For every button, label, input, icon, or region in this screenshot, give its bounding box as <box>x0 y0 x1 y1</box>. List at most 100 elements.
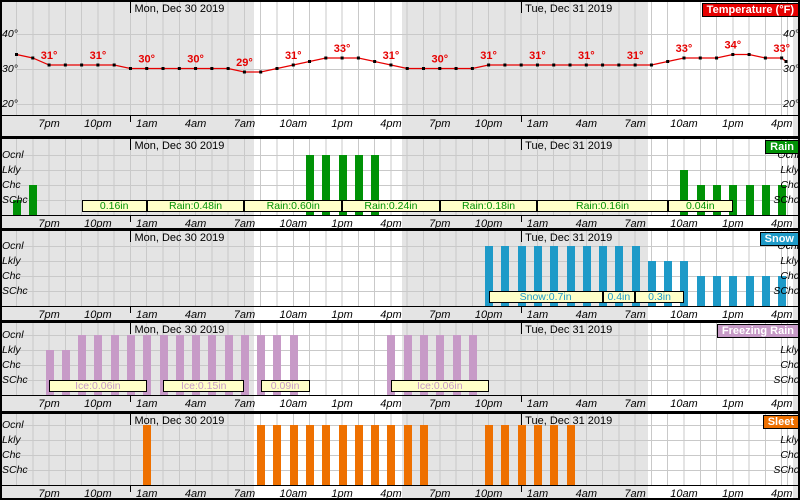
temp-point-label: 31° <box>627 50 644 62</box>
temp-point-marker <box>503 63 507 67</box>
amount-box: 0.16in <box>81 200 147 212</box>
category-label-right: SChc <box>773 374 799 386</box>
snow-bar <box>729 276 738 306</box>
temp-point-marker <box>487 63 491 67</box>
snow-bar <box>696 276 705 306</box>
level-gridline <box>16 68 787 70</box>
night-shading <box>793 414 800 498</box>
temp-point-label: 31° <box>383 50 400 62</box>
category-label-left: Lkly <box>2 344 21 356</box>
amount-box: Ice:0.06in <box>390 380 489 392</box>
temp-point-marker <box>145 67 149 70</box>
time-tick-label: 7pm <box>38 309 60 321</box>
temp-point-marker <box>535 63 539 67</box>
amount-box: 0.04in <box>667 200 733 212</box>
time-tick-label: 4am <box>184 398 207 410</box>
category-label-right: SChc <box>773 464 799 476</box>
category-label-left: SChc <box>2 464 28 476</box>
temp-point-marker <box>649 63 653 67</box>
category-label-right: Chc <box>780 179 799 191</box>
time-tick-label: 10am <box>279 118 308 130</box>
panel-title: Sleet <box>762 415 799 429</box>
amount-box: 0.4in <box>602 291 636 303</box>
category-label-left: Lkly <box>2 255 21 267</box>
time-tick-label: 10am <box>670 218 698 230</box>
rain-bar <box>338 155 347 215</box>
midnight-tick-axis <box>130 307 132 313</box>
snow-bar <box>761 276 770 306</box>
temp-point-marker <box>259 70 263 74</box>
panel-title: Freezing Rain <box>716 324 799 338</box>
temp-point-marker <box>682 56 686 60</box>
rain-bar <box>745 185 754 215</box>
sleet-bar <box>322 425 331 485</box>
freezing-rain-bar <box>175 335 184 395</box>
time-tick-label: 1pm <box>722 398 744 410</box>
snow-bar <box>501 246 510 306</box>
level-gridline <box>16 470 787 471</box>
temp-point-marker <box>454 67 458 70</box>
time-tick-label: 1am <box>526 398 549 410</box>
snow-bar <box>533 246 542 306</box>
sleet-bar <box>387 425 396 485</box>
category-label-left: Ocnl <box>2 419 24 431</box>
temp-point-marker <box>438 67 442 70</box>
axis-baseline <box>0 115 800 116</box>
category-label-left: Ocnl <box>2 149 24 161</box>
freezing-rain-bar <box>94 335 103 395</box>
time-tick-label: 10am <box>670 118 698 130</box>
time-tick-label: 7pm <box>429 218 451 230</box>
temp-point-marker <box>275 67 279 70</box>
temp-point-label: 33° <box>773 43 790 55</box>
sleet-bar <box>289 425 298 485</box>
temp-point-marker <box>633 63 637 67</box>
axis-baseline <box>0 395 800 396</box>
time-tick-label: 4pm <box>380 218 402 230</box>
sleet-bar <box>517 425 526 485</box>
time-tick-label: 10pm <box>474 309 503 321</box>
level-gridline <box>16 155 787 156</box>
time-tick-label: 4pm <box>380 118 402 130</box>
level-gridline <box>16 335 787 336</box>
category-label-left: Lkly <box>2 434 21 446</box>
temp-point-marker <box>470 67 474 70</box>
rain-bar <box>322 155 331 215</box>
time-tick-label: 7am <box>233 218 256 230</box>
time-tick-label: 1am <box>136 118 158 130</box>
axis-baseline <box>0 215 800 216</box>
level-gridline <box>16 261 787 262</box>
sleet-bar <box>533 425 542 485</box>
night-shading <box>793 139 800 228</box>
temp-point-marker <box>63 63 67 67</box>
temp-point-label: 31° <box>480 50 497 62</box>
sleet-bar <box>371 425 380 485</box>
time-tick-label: 7am <box>233 398 256 410</box>
midnight-tick-top <box>130 2 132 13</box>
sleet-bar <box>257 425 266 485</box>
time-tick-label: 1am <box>526 309 549 321</box>
temp-point-marker <box>666 60 670 63</box>
time-tick-label: 4am <box>575 218 597 230</box>
category-label-right: Lkly <box>780 164 799 176</box>
midnight-tick-axis <box>521 486 523 492</box>
freezing-rain-bar <box>110 335 119 395</box>
temp-point-label: 31° <box>41 50 58 62</box>
sleet-bar <box>501 425 510 485</box>
freezing-rain-bar <box>289 335 298 395</box>
temp-point-marker <box>617 63 621 67</box>
freezing-rain-bar <box>273 335 282 395</box>
level-gridline <box>16 455 787 456</box>
midnight-tick-top <box>521 414 523 425</box>
y-axis-label-right: 30° <box>783 62 799 75</box>
temp-point-marker <box>194 67 198 70</box>
midnight-tick-axis <box>130 116 132 122</box>
midnight-tick-top <box>130 139 132 150</box>
temp-point-marker <box>552 63 556 67</box>
y-axis-label-left: 30° <box>2 62 18 75</box>
freezing-rain-bar <box>126 335 135 395</box>
time-tick-label: 1am <box>136 488 158 500</box>
temp-point-marker <box>340 56 344 60</box>
category-label-right: Lkly <box>780 434 799 446</box>
amount-box: Rain:0.18in <box>439 200 538 212</box>
